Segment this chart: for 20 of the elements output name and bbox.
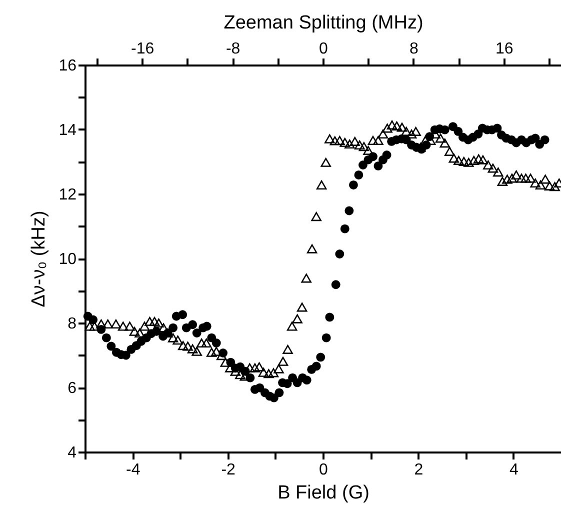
y-tick-label: 16 [58, 58, 77, 74]
x2-tick-label: -8 [226, 40, 240, 58]
x2-axis-title: Zeeman Splitting (MHz) [224, 12, 424, 34]
x2-tick-label: 8 [410, 40, 418, 58]
x-tick-label: 2 [414, 462, 424, 478]
y-axis-title: Δν-ν₀ (kHz) [28, 210, 50, 308]
x2-tick-label: 16 [496, 40, 514, 58]
x-tick-label: -2 [221, 462, 236, 478]
y-tick-label: 6 [68, 380, 77, 397]
y-tick-label: 14 [58, 122, 77, 139]
x2-tick-label: 0 [319, 40, 328, 58]
x-axis-title: B Field (G) [278, 482, 370, 504]
y-tick-label: 10 [58, 251, 77, 268]
x-tick-label: 4 [509, 462, 518, 478]
y-tick-label: 4 [68, 444, 77, 462]
y-tick-label: 12 [58, 186, 77, 204]
x-tick-label: 0 [319, 462, 328, 478]
y-tick-label: 8 [68, 316, 77, 332]
x2-tick-label: -16 [131, 40, 154, 58]
x-tick-label: -4 [126, 462, 140, 478]
